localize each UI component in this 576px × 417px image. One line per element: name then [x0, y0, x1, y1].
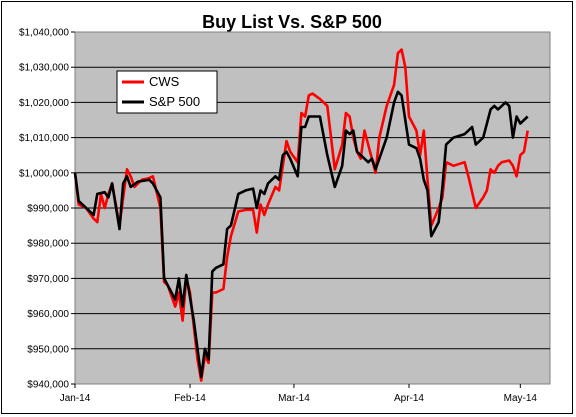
x-tick-label: Apr-14 — [394, 393, 424, 404]
legend-label-cws: CWS — [149, 74, 180, 89]
y-axis: $940,000 $950,000 $960,000 $970,000 $980,000… — [19, 28, 75, 391]
y-tick-label: $1,040,000 — [19, 28, 69, 39]
chart-title: Buy List Vs. S&P 500 — [202, 12, 382, 32]
series-line-sp500 — [73, 90, 529, 379]
y-tick-label: $1,000,000 — [19, 168, 69, 179]
x-tick-label: May-14 — [504, 393, 538, 404]
y-tick-label: $1,020,000 — [19, 98, 69, 109]
legend-box — [116, 70, 218, 114]
y-tick-label: $990,000 — [27, 204, 69, 215]
y-tick-label: $1,030,000 — [19, 63, 69, 74]
gridlines — [75, 66, 550, 350]
y-tick-label: $1,010,000 — [19, 133, 69, 144]
y-tick-label: $940,000 — [27, 380, 69, 391]
x-tick-label: Mar-14 — [278, 393, 310, 404]
y-tick-label: $950,000 — [27, 344, 69, 355]
y-tick-label: $980,000 — [27, 239, 69, 250]
x-axis: Jan-14 Feb-14 Mar-14 Apr-14 May-14 — [60, 384, 538, 404]
series-group — [73, 48, 529, 382]
legend-label-sp500: S&P 500 — [149, 94, 200, 109]
y-tick-label: $970,000 — [27, 274, 69, 285]
x-tick-label: Jan-14 — [60, 393, 91, 404]
y-tick-label: $960,000 — [27, 309, 69, 320]
legend: CWS S&P 500 — [116, 70, 218, 114]
x-tick-label: Feb-14 — [174, 393, 206, 404]
